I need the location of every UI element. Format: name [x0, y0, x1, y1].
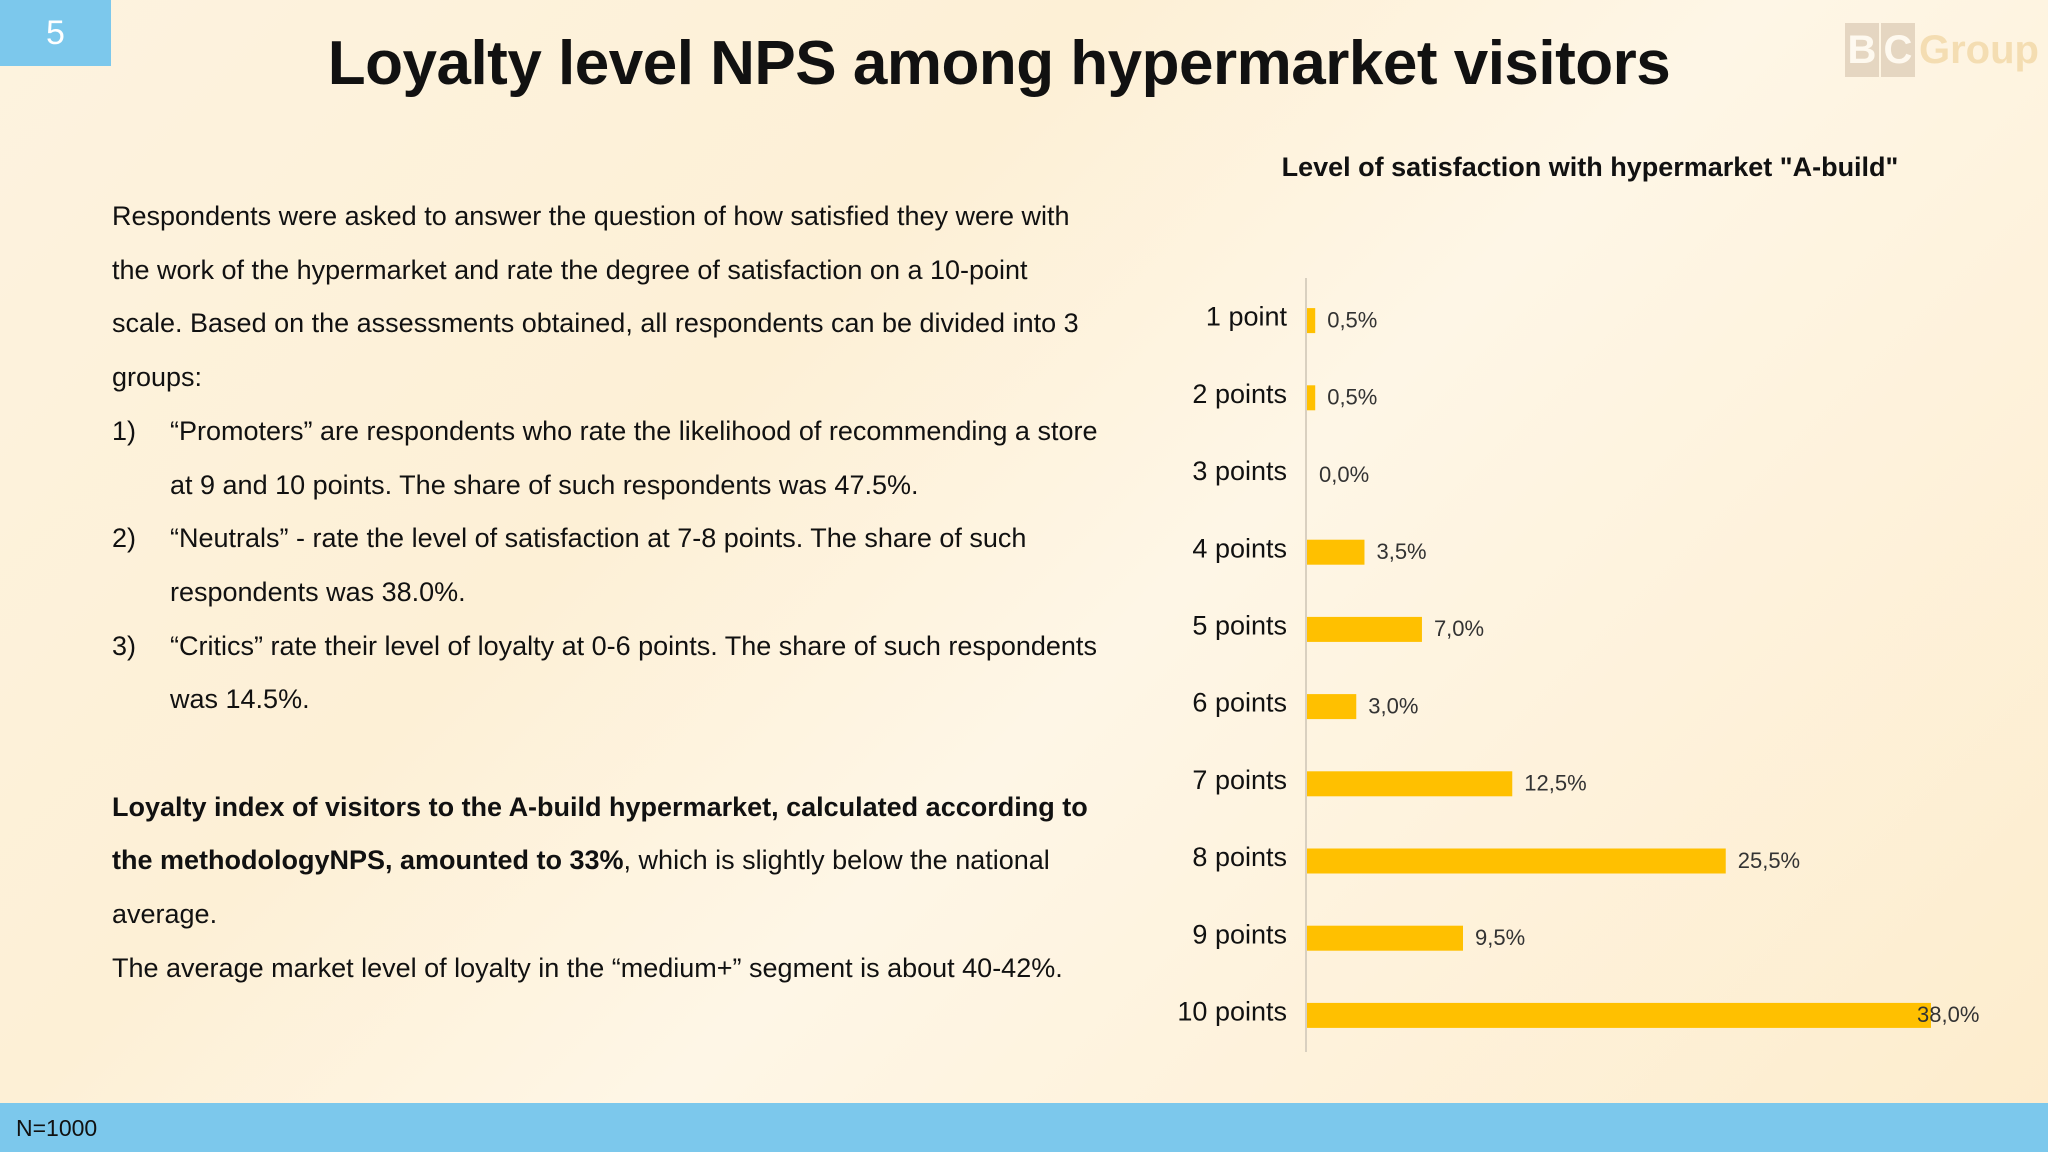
list-text: “Promoters” are respondents who rate the… [170, 415, 1098, 500]
value-label: 0,5% [1327, 307, 1377, 332]
description-text: Respondents were asked to answer the que… [112, 190, 1102, 996]
bar [1307, 771, 1513, 797]
bar [1307, 925, 1463, 951]
loyalty-rest-text: , which is slightly below the national a… [112, 845, 1050, 930]
satisfaction-bar-chart: 1 point 0,5% 2 points 0,5% 3 points 0,0% 4 poi… [1177, 278, 1979, 1052]
category-label: 6 points [1192, 688, 1287, 718]
loyalty-paragraph: Loyalty index of visitors to the A-build… [112, 781, 1102, 942]
bar [1307, 385, 1316, 411]
value-label: 25,5% [1738, 848, 1800, 873]
bar [1307, 694, 1357, 720]
logo-letter-b: B [1845, 23, 1879, 77]
footer-bar: N=1000 [0, 1103, 2048, 1152]
list-number: 3) [112, 630, 137, 661]
category-label: 8 points [1192, 842, 1287, 872]
list-item-critics: 3) “Critics” rate their level of loyalty… [112, 620, 1102, 727]
market-paragraph: The average market level of loyalty in t… [112, 952, 1063, 983]
logo-text: Group [1919, 27, 2039, 72]
category-label: 2 points [1192, 379, 1287, 409]
value-label: 0,0% [1319, 462, 1369, 487]
list-text: “Critics” rate their level of loyalty at… [170, 630, 1097, 715]
list-text: “Neutrals” - rate the level of satisfact… [170, 523, 1027, 607]
list-number: 1) [112, 415, 137, 446]
bar [1307, 848, 1726, 874]
bar [1307, 539, 1365, 565]
page-title: Loyalty level NPS among hypermarket visi… [327, 29, 1671, 98]
list-item-promoters: 1) “Promoters” are respondents who rate … [112, 405, 1102, 512]
category-label: 5 points [1192, 611, 1287, 641]
value-label: 38,0% [1917, 1002, 1979, 1027]
value-label: 3,5% [1376, 539, 1426, 564]
chart-title: Level of satisfaction with hypermarket "… [1281, 152, 1899, 182]
category-label: 7 points [1192, 765, 1287, 795]
intro-paragraph: Respondents were asked to answer the que… [112, 201, 1079, 393]
list-item-neutrals: 2) “Neutrals” - rate the level of satisf… [112, 512, 1102, 619]
value-label: 9,5% [1475, 925, 1525, 950]
loyalty-bold-text: Loyalty index of visitors to the A-build… [112, 791, 1088, 876]
list-number: 2) [112, 523, 137, 554]
logo-letter-c: C [1881, 23, 1915, 77]
bar [1307, 1002, 1931, 1028]
company-logo: B C Group [1845, 22, 2039, 78]
category-label: 10 points [1177, 997, 1287, 1027]
category-label: 9 points [1192, 919, 1287, 949]
value-label: 7,0% [1434, 616, 1484, 641]
category-label: 3 points [1192, 456, 1287, 486]
category-label: 4 points [1192, 533, 1287, 563]
bar [1307, 308, 1316, 334]
category-label: 1 point [1206, 302, 1288, 332]
value-label: 12,5% [1524, 771, 1586, 796]
sample-size-note: N=1000 [16, 1115, 98, 1141]
slide-number: 5 [0, 0, 111, 66]
bar [1307, 616, 1422, 642]
value-label: 3,0% [1368, 693, 1418, 718]
value-label: 0,5% [1327, 385, 1377, 410]
